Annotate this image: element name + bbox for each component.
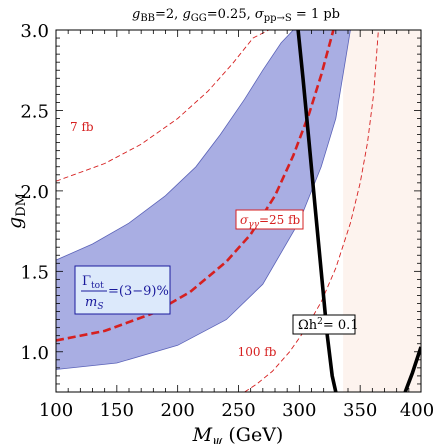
x-tick-label: 150 xyxy=(100,400,134,421)
x-tick-label: 100 xyxy=(39,400,73,421)
curve-relic-density-branch xyxy=(403,346,421,392)
label-7fb: 7 fb xyxy=(70,120,94,134)
tick-marks xyxy=(55,29,422,393)
svg-text:=(3−9)%: =(3−9)% xyxy=(108,284,169,299)
x-tick-label: 300 xyxy=(282,400,316,421)
label-relic-density: Ωh2= 0.1 xyxy=(292,314,359,335)
svg-text:Γtot: Γtot xyxy=(82,274,104,291)
curve-group xyxy=(56,30,421,392)
svg-text:Ωh2= 0.1: Ωh2= 0.1 xyxy=(298,317,359,333)
y-tick-label: 2.5 xyxy=(20,102,49,123)
y-axis-title: gDM xyxy=(4,193,29,229)
chart-title: gBB=2, gGG=0.25, σpp→S = 1 pb xyxy=(132,7,340,24)
x-tick-label: 400 xyxy=(400,400,433,421)
y-tick-labels: 1.0 1.5 2.0 2.5 3.0 xyxy=(20,21,49,364)
label-width-ratio: Γtot mS =(3−9)% xyxy=(74,265,171,315)
curve-100fb xyxy=(244,30,379,392)
curve-relic-density xyxy=(296,30,338,392)
curve-sigma-25fb xyxy=(56,30,335,342)
x-axis-title: Mψ (GeV) xyxy=(192,424,284,444)
svg-text:mS: mS xyxy=(85,295,104,312)
curve-7fb xyxy=(56,30,282,182)
y-tick-label: 1.5 xyxy=(20,263,49,284)
x-tick-label: 350 xyxy=(343,400,377,421)
y-tick-label: 3.0 xyxy=(20,21,49,42)
svg-text:σγγ=25 fb: σγγ=25 fb xyxy=(240,213,301,230)
x-tick-label: 200 xyxy=(161,400,195,421)
x-tick-label: 250 xyxy=(221,400,255,421)
label-sigma-gg: σγγ=25 fb xyxy=(235,209,304,230)
y-tick-label: 2.0 xyxy=(20,182,49,203)
y-tick-label: 1.0 xyxy=(20,343,49,364)
excluded-region xyxy=(343,30,421,392)
label-100fb: 100 fb xyxy=(238,345,277,359)
x-tick-labels: 100 150 200 250 300 350 400 xyxy=(39,400,433,421)
